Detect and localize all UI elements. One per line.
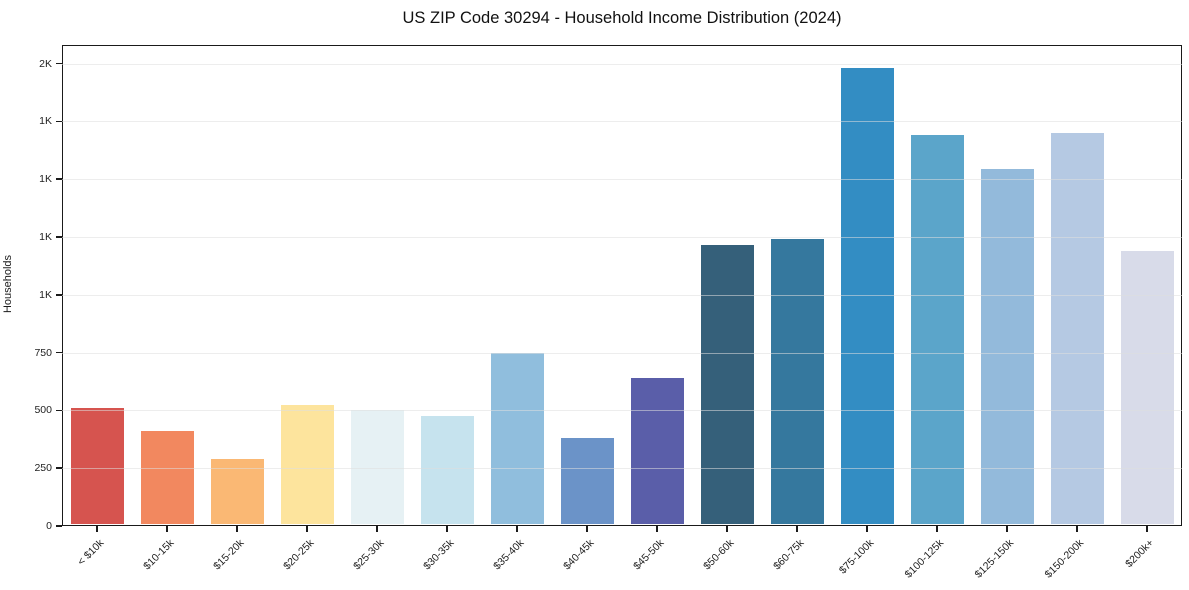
- y-tick-label: 500: [34, 404, 52, 417]
- gridline-1250: [62, 236, 1182, 238]
- x-tick-mark: [866, 526, 868, 532]
- x-tick-mark: [726, 526, 728, 532]
- x-tick-mark: [516, 526, 518, 532]
- gridline-1750: [62, 121, 1182, 123]
- y-tick-mark: [56, 525, 62, 527]
- y-tick-label: 750: [34, 346, 52, 359]
- y-tick-label: 0: [46, 520, 52, 532]
- bar-200k+: [1120, 250, 1174, 525]
- bar-20-25k: [280, 404, 334, 525]
- bar-150-200k: [1050, 132, 1104, 525]
- bar-10-15k: [140, 431, 194, 525]
- gridline-1000: [62, 294, 1182, 296]
- gridline-250: [62, 468, 1182, 470]
- y-tick-label: 1K: [39, 230, 52, 243]
- x-tick-label: $15-20k: [211, 537, 247, 573]
- x-tick-label: $150-200k: [1042, 537, 1087, 581]
- x-tick-label: $40-45k: [561, 537, 597, 573]
- bar-45-50k: [630, 378, 684, 525]
- y-tick-label: 1K: [39, 115, 52, 128]
- x-tick-mark: [796, 526, 798, 532]
- x-tick-mark: [1146, 526, 1148, 532]
- x-tick-mark: [1076, 526, 1078, 532]
- y-tick-label: 2K: [39, 57, 52, 70]
- gridline-500: [62, 410, 1182, 412]
- gridline-750: [62, 352, 1182, 354]
- chart-title: US ZIP Code 30294 - Household Income Dis…: [402, 9, 842, 27]
- x-tick-mark: [376, 526, 378, 532]
- x-tick-mark: [166, 526, 168, 532]
- x-tick-mark: [306, 526, 308, 532]
- x-tick-label: $10-15k: [141, 537, 177, 573]
- x-tick-mark: [656, 526, 658, 532]
- x-tick-label: $75-100k: [837, 537, 877, 577]
- x-tick-mark: [586, 526, 588, 532]
- y-tick-label: 250: [34, 462, 52, 475]
- bar-50-60k: [700, 245, 754, 525]
- x-tick-label: $20-25k: [281, 537, 317, 573]
- y-tick-mark: [56, 120, 62, 123]
- x-tick-label: $125-150k: [972, 537, 1017, 581]
- x-tick-mark: [446, 526, 448, 532]
- bar-100-125k: [910, 135, 964, 525]
- x-tick-label: $50-60k: [701, 537, 737, 573]
- y-tick-label: 1K: [39, 173, 52, 186]
- x-tick-label: $45-50k: [631, 537, 667, 573]
- x-tick-label: $60-75k: [771, 537, 807, 573]
- y-tick-mark: [56, 409, 62, 412]
- bar-125-150k: [980, 168, 1034, 525]
- y-tick-label: 1K: [39, 288, 52, 301]
- gridline-1500: [62, 179, 1182, 181]
- bar-30-35k: [420, 416, 474, 525]
- y-tick-mark: [56, 236, 62, 238]
- bar-75-100k: [840, 68, 894, 525]
- x-tick-label: $100-125k: [902, 537, 947, 581]
- y-tick-mark: [56, 178, 62, 180]
- x-tick-label: $35-40k: [491, 537, 527, 573]
- y-tick-mark: [56, 351, 62, 354]
- x-tick-mark: [936, 526, 938, 532]
- y-tick-mark: [56, 294, 62, 296]
- x-tick-mark: [1006, 526, 1008, 532]
- x-tick-label: $30-35k: [421, 537, 457, 573]
- bar-10k: [70, 408, 124, 525]
- x-tick-label: $25-30k: [351, 537, 387, 573]
- x-tick-mark: [236, 526, 238, 532]
- bar-40-45k: [560, 438, 614, 525]
- bar-25-30k: [350, 410, 404, 525]
- y-tick-mark: [56, 62, 62, 65]
- x-tick-label: $200k+: [1123, 537, 1157, 571]
- bar-60-75k: [770, 239, 824, 525]
- gridline-2000: [62, 63, 1182, 65]
- bar-35-40k: [490, 352, 544, 525]
- x-tick-mark: [96, 526, 98, 532]
- x-tick-label: < $10k: [75, 537, 107, 568]
- bar-15-20k: [210, 458, 264, 525]
- y-tick-mark: [56, 467, 62, 469]
